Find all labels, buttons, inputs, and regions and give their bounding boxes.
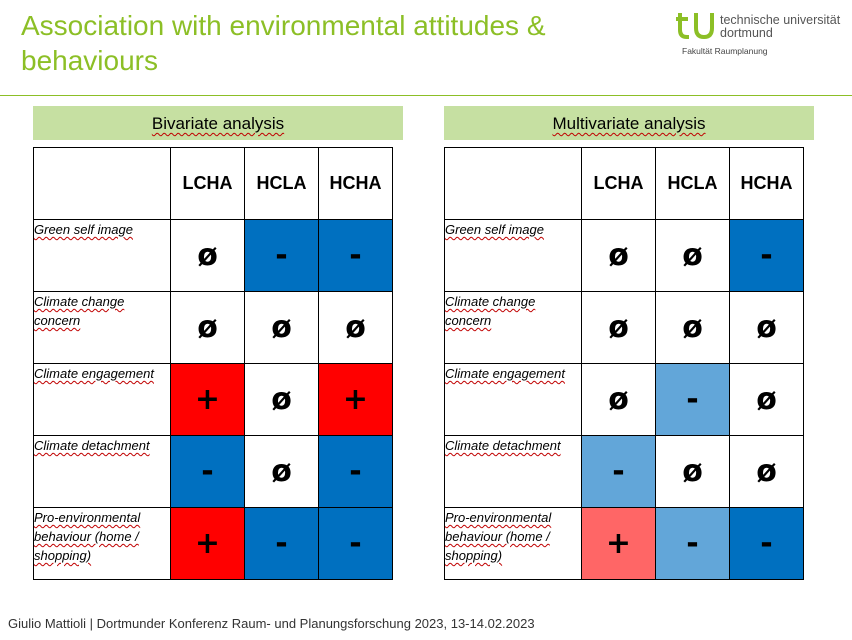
row-label: Climate change concern — [444, 291, 582, 364]
row-label: Climate detachment — [444, 435, 582, 508]
result-cell: ø — [729, 363, 804, 436]
result-cell: - — [244, 219, 319, 292]
result-cell: ø — [655, 435, 730, 508]
result-cell: ø — [244, 363, 319, 436]
table-corner-cell — [444, 147, 582, 220]
row-label-text: Climate detachment — [445, 438, 561, 453]
table-row: Green self image ø ø - — [444, 219, 804, 292]
result-cell: - — [655, 363, 730, 436]
result-cell: ø — [170, 219, 245, 292]
result-cell: ø — [729, 291, 804, 364]
row-label-text: Climate detachment — [34, 438, 150, 453]
result-cell: ø — [318, 291, 393, 364]
row-label: Climate change concern — [33, 291, 171, 364]
row-label-text: Climate engagement — [34, 366, 154, 381]
result-cell: - — [581, 435, 656, 508]
result-cell: ø — [581, 291, 656, 364]
result-cell: ø — [581, 363, 656, 436]
table-row: Climate change concern ø ø ø — [33, 291, 393, 364]
result-cell: - — [318, 219, 393, 292]
table-corner-cell — [33, 147, 171, 220]
result-cell: + — [170, 507, 245, 580]
table-row: Climate detachment - ø ø — [444, 435, 804, 508]
row-label-text: Climate change concern — [34, 294, 125, 328]
column-header: HCHA — [729, 147, 804, 220]
result-cell: - — [170, 435, 245, 508]
multivariate-table: LCHA HCLA HCHA Green self image ø ø - Climate c… — [444, 147, 804, 580]
row-label-text: Green self image — [34, 222, 133, 237]
column-header: LCHA — [581, 147, 656, 220]
column-header: HCLA — [244, 147, 319, 220]
table-row: Climate detachment - ø - — [33, 435, 393, 508]
title-divider — [0, 95, 852, 96]
result-cell: ø — [729, 435, 804, 508]
result-cell: - — [318, 507, 393, 580]
table-row: Green self image ø - - — [33, 219, 393, 292]
result-cell: - — [729, 507, 804, 580]
result-cell: + — [581, 507, 656, 580]
university-logo: technische universität dortmund Fakultät… — [676, 10, 846, 60]
slide-title-line2: behaviours — [21, 45, 158, 76]
table-row: Climate engagement + ø + — [33, 363, 393, 436]
column-header: HCHA — [318, 147, 393, 220]
column-header: LCHA — [170, 147, 245, 220]
row-label-text: Pro-environmental behaviour (home / shop… — [34, 510, 141, 563]
result-cell: - — [729, 219, 804, 292]
table-row: Climate change concern ø ø ø — [444, 291, 804, 364]
row-label: Green self image — [33, 219, 171, 292]
row-label-text: Climate engagement — [445, 366, 565, 381]
row-label: Pro-environmental behaviour (home / shop… — [33, 507, 171, 580]
row-label: Climate detachment — [33, 435, 171, 508]
row-label: Climate engagement — [444, 363, 582, 436]
logo-line1: technische universität — [720, 13, 841, 27]
result-cell: + — [170, 363, 245, 436]
row-label: Climate engagement — [33, 363, 171, 436]
row-label-text: Pro-environmental behaviour (home / shop… — [445, 510, 552, 563]
slide-title-line1: Association with environmental attitudes… — [21, 10, 546, 41]
table-row: Pro-environmental behaviour (home / shop… — [33, 507, 393, 580]
column-header: HCLA — [655, 147, 730, 220]
table-row: Climate engagement ø - ø — [444, 363, 804, 436]
result-cell: ø — [655, 291, 730, 364]
bivariate-table: LCHA HCLA HCHA Green self image ø - - Climate c… — [33, 147, 393, 580]
result-cell: + — [318, 363, 393, 436]
result-cell: ø — [170, 291, 245, 364]
bivariate-header: Bivariate analysis — [33, 106, 403, 140]
result-cell: - — [318, 435, 393, 508]
tu-logo-icon — [676, 13, 714, 40]
result-cell: - — [244, 507, 319, 580]
slide-footer: Giulio Mattioli | Dortmunder Konferenz R… — [8, 616, 535, 631]
result-cell: ø — [244, 435, 319, 508]
multivariate-header: Multivariate analysis — [444, 106, 814, 140]
result-cell: ø — [244, 291, 319, 364]
table-row: Pro-environmental behaviour (home / shop… — [444, 507, 804, 580]
row-label-text: Climate change concern — [445, 294, 536, 328]
slide-title: Association with environmental attitudes… — [21, 8, 621, 78]
result-cell: ø — [581, 219, 656, 292]
logo-faculty: Fakultät Raumplanung — [682, 46, 768, 56]
row-label: Pro-environmental behaviour (home / shop… — [444, 507, 582, 580]
result-cell: - — [655, 507, 730, 580]
row-label: Green self image — [444, 219, 582, 292]
logo-line2: dortmund — [720, 26, 773, 40]
result-cell: ø — [655, 219, 730, 292]
row-label-text: Green self image — [445, 222, 544, 237]
